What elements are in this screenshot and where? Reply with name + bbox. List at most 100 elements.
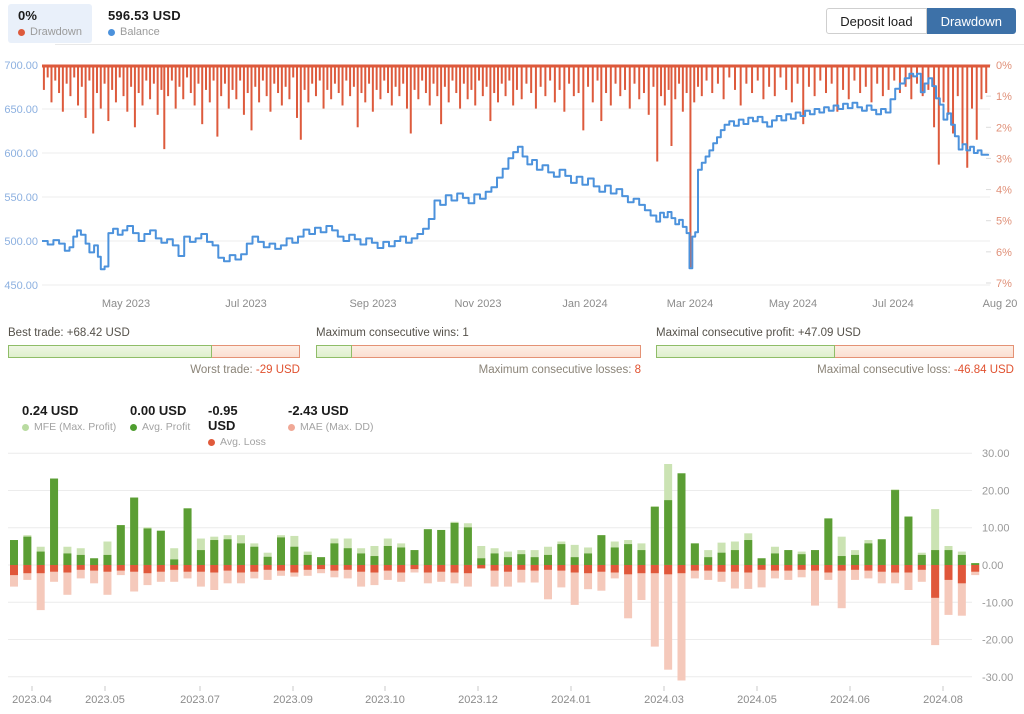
svg-text:3%: 3% [996,153,1012,165]
drawdown-series [42,64,990,268]
consecutive-wins-stat: Maximum consecutive wins: 1 Maximum cons… [316,327,641,376]
svg-text:2023.10: 2023.10 [365,694,405,706]
svg-text:Aug 20: Aug 20 [983,298,1018,310]
svg-text:10.00: 10.00 [982,523,1010,535]
consecutive-loss-prefix: Maximal consecutive loss: [817,364,954,376]
avg-loss-dot-icon [208,438,215,446]
svg-text:550.00: 550.00 [4,192,38,204]
mfe-legend-item[interactable]: 0.24 USD MFE (Max. Profit) [22,403,116,433]
mfe-value: 0.24 USD [22,403,79,418]
drawdown-value: 0% [18,8,38,23]
avg-loss-legend-item[interactable]: -0.95 USD Avg. Loss [208,403,266,448]
svg-text:2024.08: 2024.08 [923,694,963,706]
consecutive-wins-bar [316,345,641,358]
avg-loss-label: Avg. Loss [220,436,266,448]
balance-value: 596.53 USD [108,8,181,23]
consecutive-loss-value: -46.84 USD [953,364,1014,376]
consecutive-profit-stat: Maximal consecutive profit: +47.09 USD M… [656,327,1014,376]
svg-text:2024.03: 2024.03 [644,694,684,706]
svg-text:1%: 1% [996,91,1012,103]
consecutive-profit-bar [656,345,1014,358]
svg-text:2023.07: 2023.07 [180,694,220,706]
svg-text:7%: 7% [996,278,1012,290]
mae-value: -2.43 USD [288,403,349,418]
consecutive-losses-prefix: Maximum consecutive losses: [478,364,635,376]
maximal-consecutive-loss-label: Maximal consecutive loss: -46.84 USD [656,364,1014,376]
stat-bar-red [351,345,641,358]
svg-text:2024.01: 2024.01 [551,694,591,706]
maximal-consecutive-profit-label: Maximal consecutive profit: +47.09 USD [656,327,861,339]
svg-text:5%: 5% [996,216,1012,228]
svg-text:2%: 2% [996,122,1012,134]
avg-profit-legend-item[interactable]: 0.00 USD Avg. Profit [130,403,190,433]
mae-legend-item[interactable]: -2.43 USD MAE (Max. DD) [288,403,374,433]
consecutive-losses-value: 8 [634,364,641,376]
svg-text:700.00: 700.00 [4,60,38,72]
stat-bar-red [212,345,300,358]
drawdown-button[interactable]: Drawdown [926,8,1016,34]
svg-text:0%: 0% [996,60,1012,72]
mae-dot-icon [288,423,295,431]
svg-text:Jan 2024: Jan 2024 [562,298,607,310]
best-worst-trade-stat: Best trade: +68.42 USD Worst trade: -29 … [8,327,300,376]
mae-label: MAE (Max. DD) [300,421,374,433]
svg-text:May 2024: May 2024 [769,298,817,310]
svg-text:-10.00: -10.00 [982,597,1013,609]
avg-loss-value: -0.95 USD [208,403,238,433]
svg-text:2023.12: 2023.12 [458,694,498,706]
svg-text:Mar 2024: Mar 2024 [667,298,713,310]
drawdown-legend-label: Drawdown [30,26,82,38]
mfe-label: MFE (Max. Profit) [34,421,117,433]
svg-text:30.00: 30.00 [982,448,1010,460]
svg-text:450.00: 450.00 [4,280,38,292]
chart-mode-toggle: Deposit load Drawdown [826,8,1016,34]
drawdown-legend-sub: Drawdown [18,26,82,38]
best-trade-label: Best trade: +68.42 USD [8,327,130,339]
deposit-load-button[interactable]: Deposit load [826,8,927,34]
avg-profit-label: Avg. Profit [142,421,191,433]
best-worst-trade-bar [8,345,300,358]
svg-text:Jul 2024: Jul 2024 [872,298,914,310]
svg-text:2024.06: 2024.06 [830,694,870,706]
stats-row: Best trade: +68.42 USD Worst trade: -29 … [0,327,1024,383]
worst-trade-label: Worst trade: -29 USD [8,364,300,376]
header-separator [55,44,1024,45]
max-consecutive-losses-label: Maximum consecutive losses: 8 [316,364,641,376]
svg-text:Nov 2023: Nov 2023 [454,298,501,310]
svg-text:Sep 2023: Sep 2023 [349,298,396,310]
balance-legend-label: Balance [120,26,160,38]
stat-bar-red [835,345,1014,358]
avg-profit-dot-icon [130,423,137,431]
svg-text:600.00: 600.00 [4,148,38,160]
mfe-mae-bars [10,463,980,681]
svg-text:4%: 4% [996,185,1012,197]
balance-dot-icon [108,28,115,36]
svg-text:Jul 2023: Jul 2023 [225,298,267,310]
svg-text:500.00: 500.00 [4,236,38,248]
svg-text:6%: 6% [996,247,1012,259]
stat-bar-green [316,345,352,358]
mfe-mae-chart: 30.00 20.00 10.00 0.00 -10.00 -20.00 -30.00 202… [8,448,1013,706]
svg-text:-30.00: -30.00 [982,672,1013,684]
svg-text:2024.05: 2024.05 [737,694,777,706]
balance-legend-sub: Balance [108,26,181,38]
balance-drawdown-chart: 700.00 650.00 600.00 550.00 500.00 450.00 0% 1%… [4,60,1018,310]
drawdown-legend-chip[interactable]: 0% Drawdown [8,4,92,43]
svg-text:20.00: 20.00 [982,485,1010,497]
svg-text:2023.09: 2023.09 [273,694,313,706]
balance-series [42,72,990,271]
svg-text:May 2023: May 2023 [102,298,150,310]
svg-text:2023.05: 2023.05 [85,694,125,706]
svg-text:650.00: 650.00 [4,104,38,116]
worst-trade-value: -29 USD [255,364,300,376]
stat-bar-green [656,345,835,358]
svg-text:0.00: 0.00 [982,560,1003,572]
max-consecutive-wins-label: Maximum consecutive wins: 1 [316,327,469,339]
avg-profit-value: 0.00 USD [130,403,187,418]
worst-trade-prefix: Worst trade: [190,364,256,376]
drawdown-dot-icon [18,28,25,36]
balance-legend-chip[interactable]: 596.53 USD Balance [98,4,191,43]
stat-bar-green [8,345,213,358]
svg-text:-20.00: -20.00 [982,635,1013,647]
